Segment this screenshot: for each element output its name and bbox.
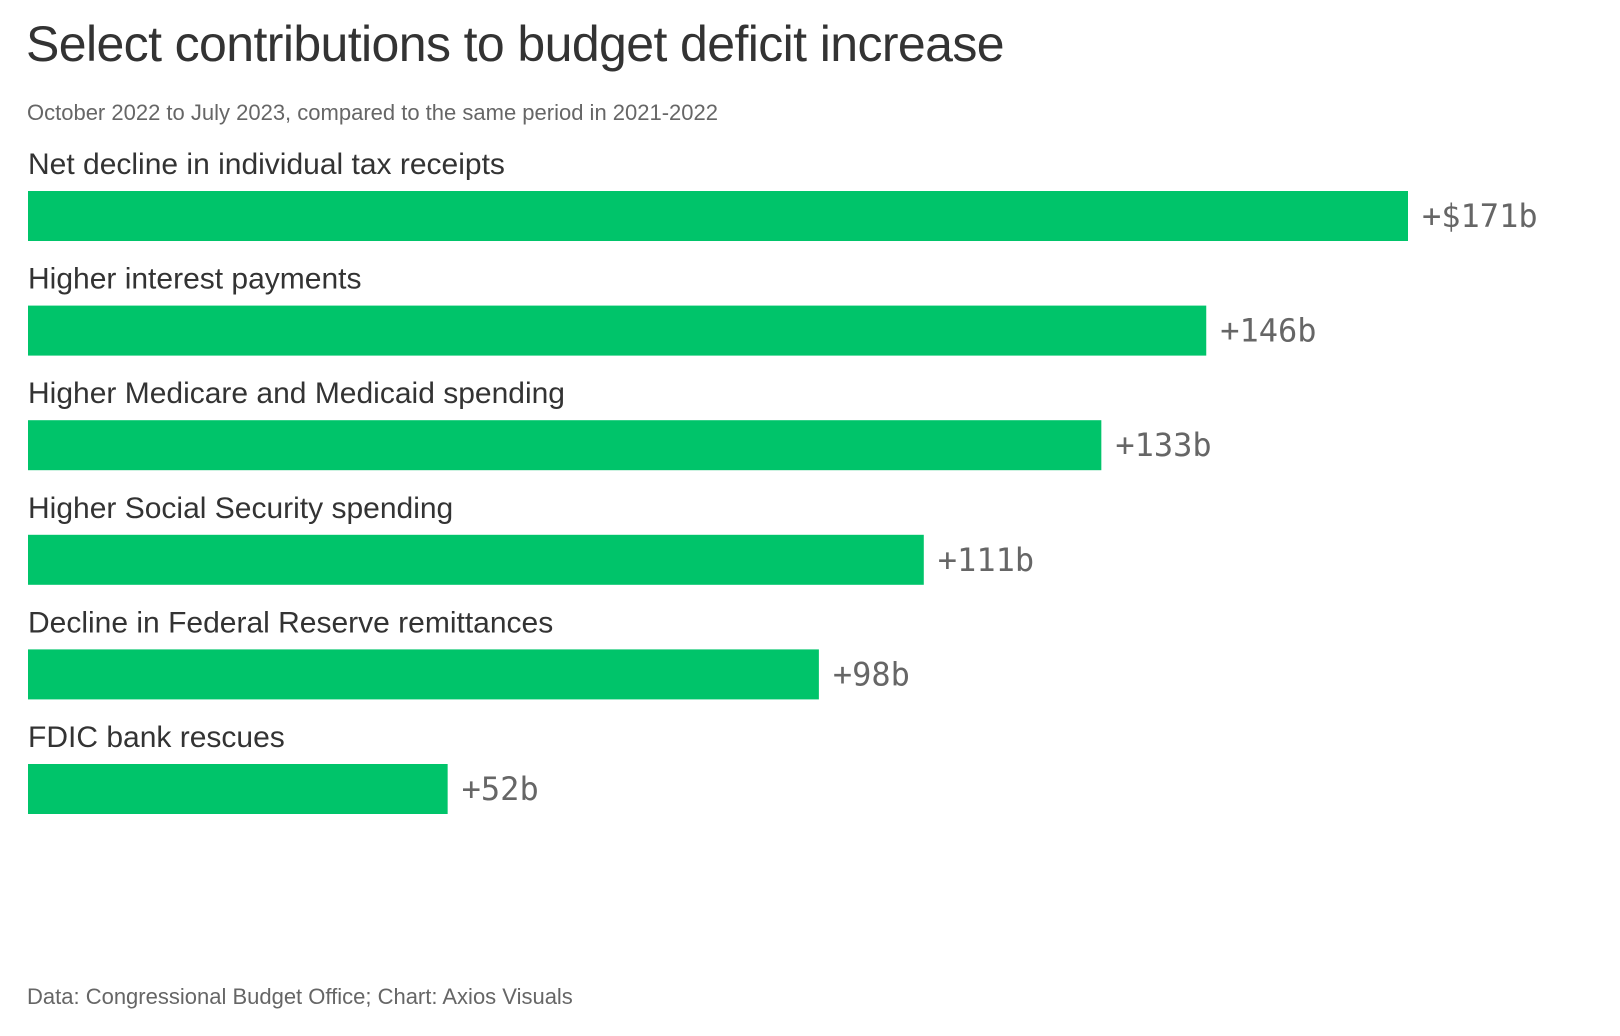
bar-group: Net decline in individual tax receipts +$…: [28, 148, 1538, 241]
bar-group: Higher interest payments +146b: [28, 263, 1317, 356]
value-label: +$171b: [1422, 197, 1538, 235]
category-label: FDIC bank rescues: [28, 721, 285, 754]
category-label: Net decline in individual tax receipts: [28, 148, 505, 181]
category-label: Decline in Federal Reserve remittances: [28, 606, 553, 639]
bar: [28, 191, 1408, 241]
bar: [28, 534, 924, 585]
chart-title: Select contributions to budget deficit i…: [26, 16, 1005, 72]
bar: [28, 764, 448, 814]
value-label: +111b: [938, 541, 1034, 579]
bar-group: Higher Medicare and Medicaid spending +13…: [28, 377, 1212, 471]
value-label: +52b: [462, 770, 539, 808]
bar-group: Decline in Federal Reserve remittances +9…: [28, 606, 910, 700]
value-label: +133b: [1115, 426, 1211, 464]
bar-group: Higher Social Security spending +111b: [28, 492, 1034, 585]
category-label: Higher Social Security spending: [28, 492, 453, 525]
value-label: +146b: [1220, 312, 1316, 350]
bar: [28, 420, 1102, 471]
bar: [28, 305, 1207, 356]
chart-subtitle: October 2022 to July 2023, compared to t…: [27, 100, 719, 125]
category-label: Higher Medicare and Medicaid spending: [28, 377, 565, 410]
bar-group: FDIC bank rescues +52b: [28, 721, 539, 814]
bar: [28, 649, 819, 700]
source-note: Data: Congressional Budget Office; Chart…: [27, 984, 573, 1009]
value-label: +98b: [833, 655, 910, 693]
category-label: Higher interest payments: [28, 263, 362, 296]
